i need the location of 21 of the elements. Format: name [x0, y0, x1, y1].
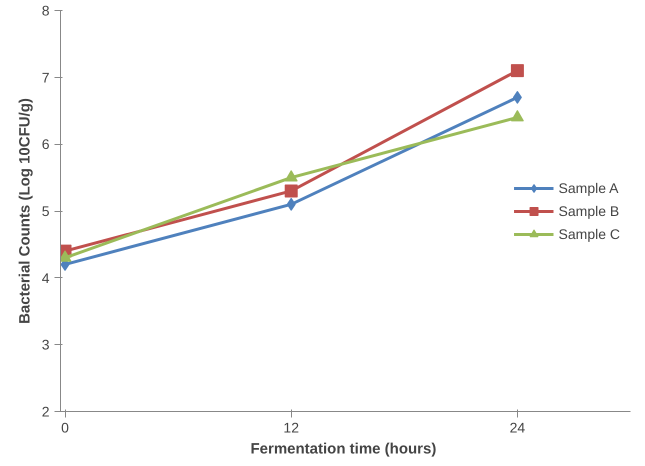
x-tick-label: 0 [61, 420, 70, 436]
y-tick-label: 5 [42, 203, 50, 219]
y-tick-label: 4 [42, 270, 50, 286]
x-axis-title: Fermentation time (hours) [250, 440, 436, 458]
point [512, 90, 522, 104]
y-tick-label: 8 [42, 2, 50, 18]
y-axis-title: Bacterial Counts (Log 10CFU/g) [16, 98, 34, 324]
y-tick-label: 3 [42, 336, 50, 353]
x-tick-label: 24 [510, 420, 526, 436]
legend-label: Sample A [558, 180, 618, 196]
legend-label: Sample C [558, 226, 620, 242]
y-tick-label: 2 [42, 404, 50, 420]
y-tick-label: 6 [42, 136, 50, 152]
point [286, 198, 296, 211]
point [284, 184, 298, 198]
x-tick-label: 12 [283, 420, 300, 436]
point [510, 110, 524, 122]
y-tick-label: 7 [42, 69, 50, 86]
legend-label: Sample B [558, 202, 620, 218]
point [284, 170, 298, 182]
point [510, 64, 524, 78]
